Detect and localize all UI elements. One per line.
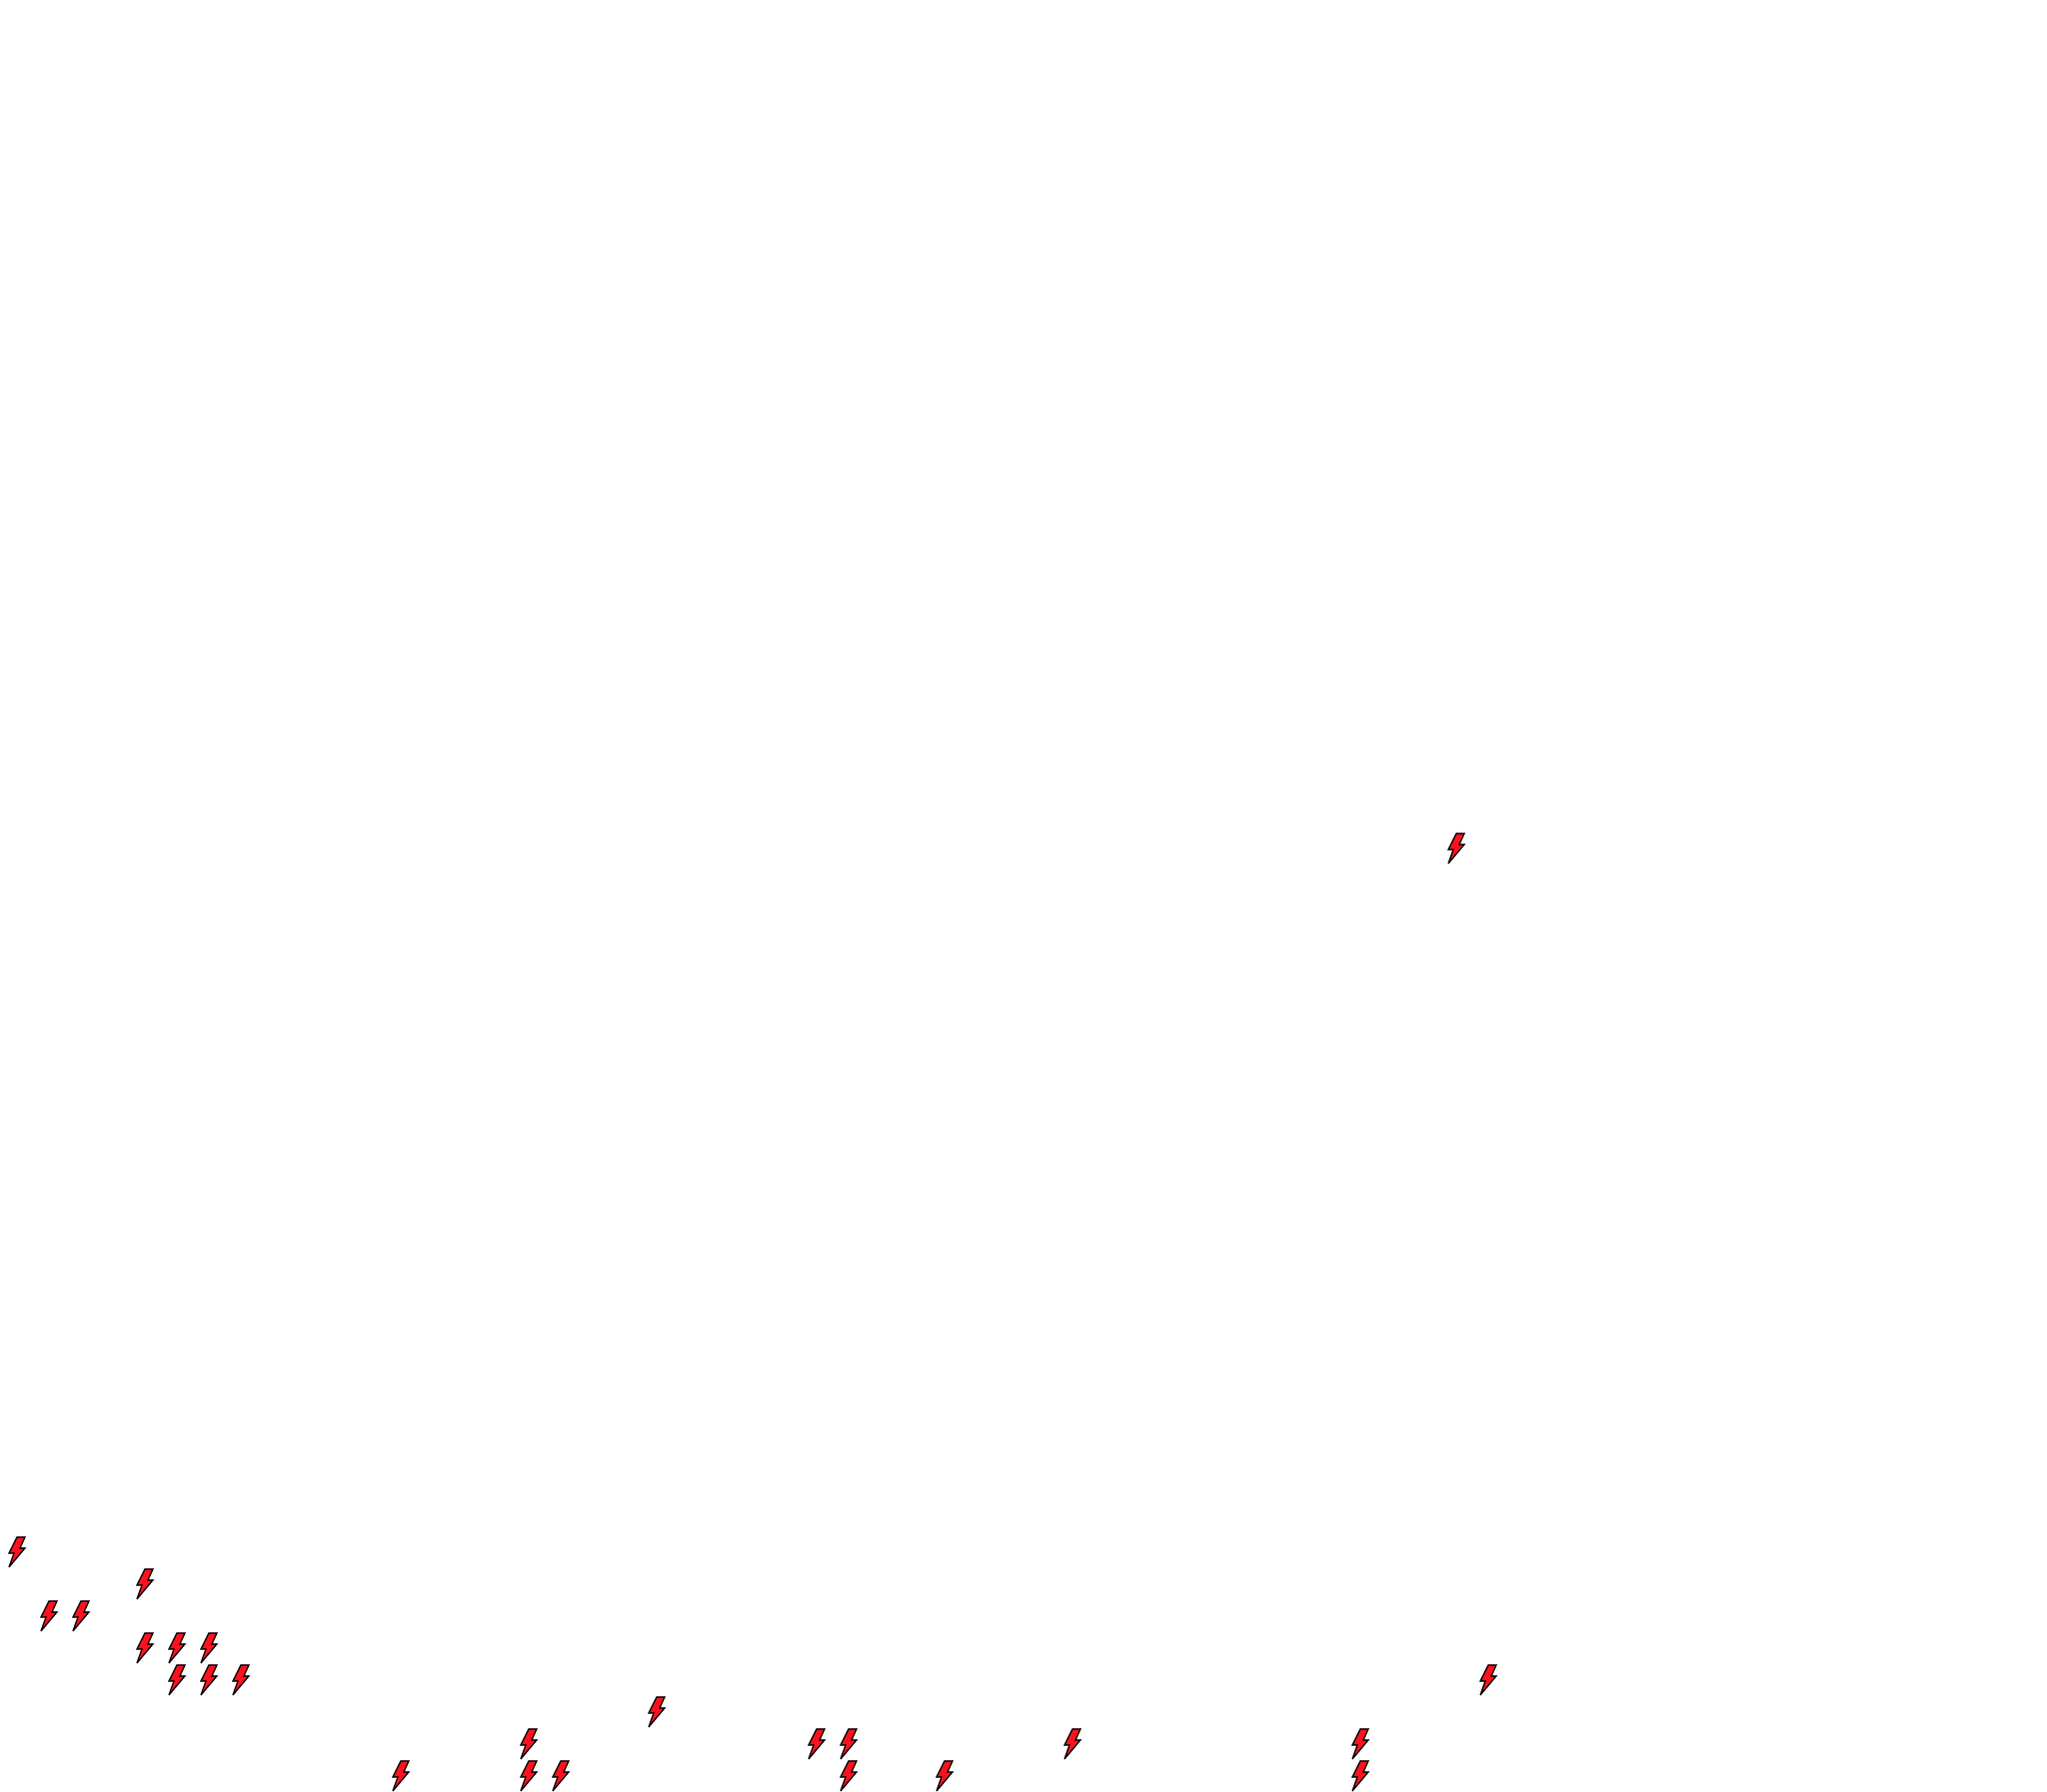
lightning-bolt-icon xyxy=(167,1632,187,1664)
lightning-bolt-icon xyxy=(231,1664,251,1696)
lightning-bolt-icon xyxy=(839,1760,859,1792)
lightning-bolt-icon xyxy=(519,1760,539,1792)
lightning-bolt-icon xyxy=(647,1696,667,1728)
lightning-bolt-icon xyxy=(167,1664,187,1696)
lightning-bolt-icon xyxy=(135,1632,155,1664)
lightning-bolt-icon xyxy=(551,1760,571,1792)
lightning-bolt-icon xyxy=(135,1568,155,1600)
lightning-bolt-icon xyxy=(839,1728,859,1760)
lightning-bolt-icon xyxy=(7,1536,27,1568)
lightning-bolt-icon xyxy=(1446,833,1466,865)
lightning-bolt-icon xyxy=(807,1728,827,1760)
lightning-bolt-icon xyxy=(199,1632,219,1664)
lightning-bolt-icon xyxy=(1478,1664,1498,1696)
lightning-bolt-icon xyxy=(519,1728,539,1760)
lightning-bolt-icon xyxy=(935,1760,955,1792)
lightning-bolt-icon xyxy=(1350,1760,1370,1792)
lightning-bolt-icon xyxy=(39,1600,59,1632)
lightning-bolt-icon xyxy=(71,1600,91,1632)
lightning-bolt-icon xyxy=(199,1664,219,1696)
lightning-bolt-icon xyxy=(1350,1728,1370,1760)
lightning-bolt-icon xyxy=(1062,1728,1082,1760)
lightning-bolt-icon xyxy=(391,1760,411,1792)
